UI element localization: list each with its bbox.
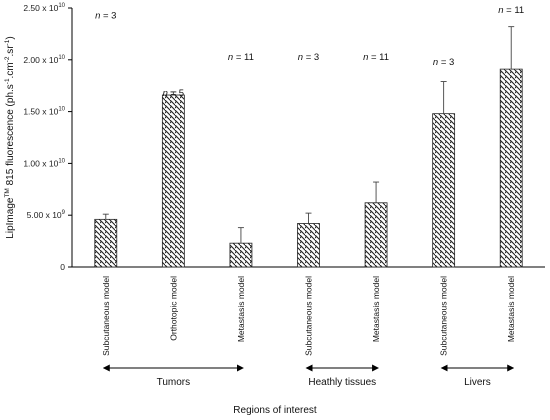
sample-size-label: n = 11 (228, 52, 254, 63)
y-axis-title: LipImageTM 815 fluorescence (ph.s-1.cm-2… (4, 36, 16, 238)
labels: n = 3 n = 5 n = 11 n = 3 n = 11 n = 3 n = 11 Su… (95, 5, 524, 388)
sample-size-label: n = 3 (298, 52, 319, 63)
group-label: Livers (464, 377, 491, 388)
y-tick-label: 2.50 x 1010 (23, 3, 65, 13)
y-tick-label: 5.00 x 109 (27, 210, 66, 220)
x-tick-label: Subcutaneous model (101, 276, 111, 356)
y-tick-label: 0 (60, 262, 65, 272)
bar (297, 223, 320, 268)
bar (499, 68, 523, 268)
bar (94, 218, 118, 268)
group-label: Heathly tissues (308, 377, 376, 388)
sample-size-label: n = 3 (433, 57, 454, 68)
x-tick-label: Subcutaneous model (304, 276, 314, 356)
y-tick-label: 1.50 x 1010 (23, 107, 65, 117)
x-axis-title: Regions of interest (233, 405, 317, 416)
y-tick-label: 1.00 x 1010 (23, 158, 65, 168)
group-label: Tumors (157, 377, 191, 388)
sample-size-label: n = 3 (95, 10, 116, 21)
x-tick-label: Metastasis model (236, 276, 246, 342)
x-tick-label: Subcutaneous model (439, 276, 449, 356)
bar (432, 113, 456, 268)
bar (229, 242, 253, 268)
bars (94, 26, 523, 268)
sample-size-label: n = 5 (163, 88, 184, 99)
bar (161, 94, 185, 268)
sample-size-label: n = 11 (498, 5, 524, 16)
sample-size-label: n = 11 (363, 52, 389, 63)
x-tick-label: Orthotopic model (168, 276, 178, 341)
y-axis: 0 5.00 x 109 1.00 x 1010 1.50 x 1010 2.00 x … (23, 3, 545, 272)
x-tick-label: Metastasis model (506, 276, 516, 342)
x-tick-label: Metastasis model (371, 276, 381, 342)
bar (364, 202, 388, 268)
y-tick-label: 2.00 x 1010 (23, 55, 65, 65)
